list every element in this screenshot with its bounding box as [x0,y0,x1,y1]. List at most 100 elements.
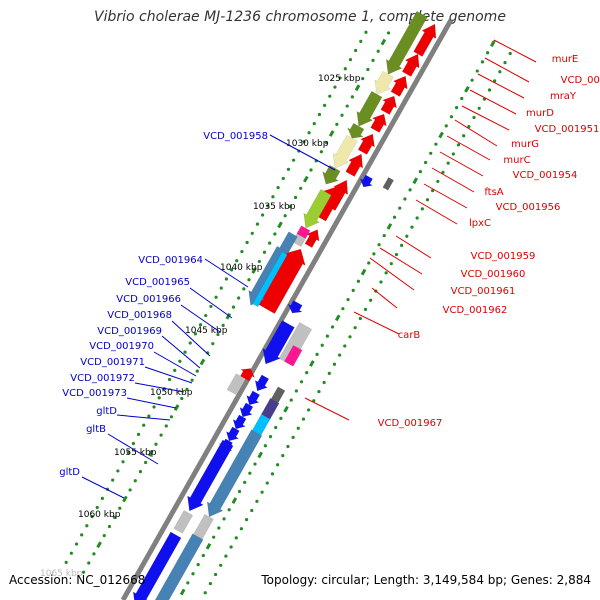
tick-dash [464,85,470,93]
tick-dash [148,450,154,457]
tick-dot [219,563,223,567]
tick-dot [211,342,215,346]
tick-dot [239,527,244,531]
tick-dot [266,204,270,208]
gene-steelblue [279,231,298,254]
tick-dot [243,480,247,484]
tick-dot [358,316,362,321]
left-gene-label: VCD_001965 [125,277,190,288]
tick-dot [392,215,397,219]
tick-dot [212,535,216,539]
tick-dot [376,49,380,53]
tick-dot [224,277,229,281]
scale-labels: 1025 kbp 1030 kbp 1035 kbp 1040 kbp 1045 kbp… [40,74,361,579]
scale-label: 1025 kbp [318,74,361,84]
label-leader-line [269,134,336,171]
tick-dot [333,85,337,89]
gene-blue [246,390,261,406]
tick-dot [296,426,300,430]
tick-dot [240,249,244,254]
left-gene-label: VCD_001964 [138,255,203,266]
label-leader-line [126,397,177,409]
tick-dot [237,489,242,494]
label-leader-line [493,39,537,63]
scale-label: 1045 kbp [185,326,228,336]
tick-dot [152,405,156,409]
tick-dot [279,416,283,420]
tick-dot [475,69,479,73]
gene-magenta [284,344,303,367]
gene-darkgrey [270,386,286,404]
right-gene-label: murC [503,155,530,166]
gene-labels: murE VCD_001948 mraY murD VCD_001951 murG murC… [59,54,600,478]
label-leader-line [134,382,185,393]
tick-dot [320,343,324,347]
tick-dot [389,262,393,266]
accession-text: Accession: NC_012668 [9,573,146,587]
tick-dot [227,508,231,512]
tick-dot [133,479,137,483]
tick-dot [229,545,233,549]
gene-red-rev [390,75,408,97]
tick-dot [503,61,507,65]
tick-dot [356,279,360,283]
left-gene-label: gltD [59,467,80,478]
gene-olive [374,70,394,95]
tick-dot [415,216,419,220]
tick-dot [270,472,275,476]
gene-red-rev [345,153,363,177]
label-leader-line [171,320,211,357]
right-gene-label: VCD_001948 [561,75,600,86]
tick-dot [183,350,187,354]
tick-dot [462,134,466,138]
tick-dot [126,451,130,455]
tick-dot [281,454,285,458]
tick-dash [354,84,361,92]
scale-label: 1030 kbp [286,139,329,149]
tick-dash [386,223,393,230]
scale-label: 1050 kbp [150,388,193,398]
tick-dot [322,380,326,385]
tick-dot [477,106,481,110]
tick-dash [225,312,232,320]
tick-dot [379,280,383,284]
gene-deepskyblue [252,251,288,308]
tick-dot [92,552,96,556]
tick-dot [382,233,386,238]
right-gene-label: mraY [550,91,577,102]
tick-dot [394,252,399,257]
tick-dot [80,533,84,537]
tick-dot [154,442,158,446]
tick-dot [250,231,254,235]
tick-dot [307,131,311,135]
tick-dot [276,186,280,190]
tick-dot [198,323,203,327]
tick-dot [190,378,194,382]
tick-dot [348,58,353,62]
tick-dot [248,471,252,475]
tick-dash [251,267,257,274]
right-gene-label: murE [552,54,579,65]
tick-dot [244,517,249,522]
label-leader-line [153,351,197,377]
tick-dash [277,221,283,229]
tick-dot [274,425,278,430]
tick-dot [315,352,319,356]
gene-blue [187,439,234,512]
right-gene-label: VCD_001967 [378,418,443,429]
tick-dot [113,515,117,519]
gene-red-rev [370,113,387,133]
label-leader-line [369,257,415,291]
tick-dot [222,517,226,521]
label-leader-line [353,311,400,335]
tick-dot-rings [64,30,512,596]
map-title: Vibrio cholerae MJ-1236 chromosome 1, co… [94,9,506,25]
tick-dot [480,60,485,64]
gene-features [132,10,437,600]
tick-dot [354,48,358,53]
tick-dot [346,297,350,302]
label-leader-line [371,287,398,309]
tick-dot [191,572,195,576]
